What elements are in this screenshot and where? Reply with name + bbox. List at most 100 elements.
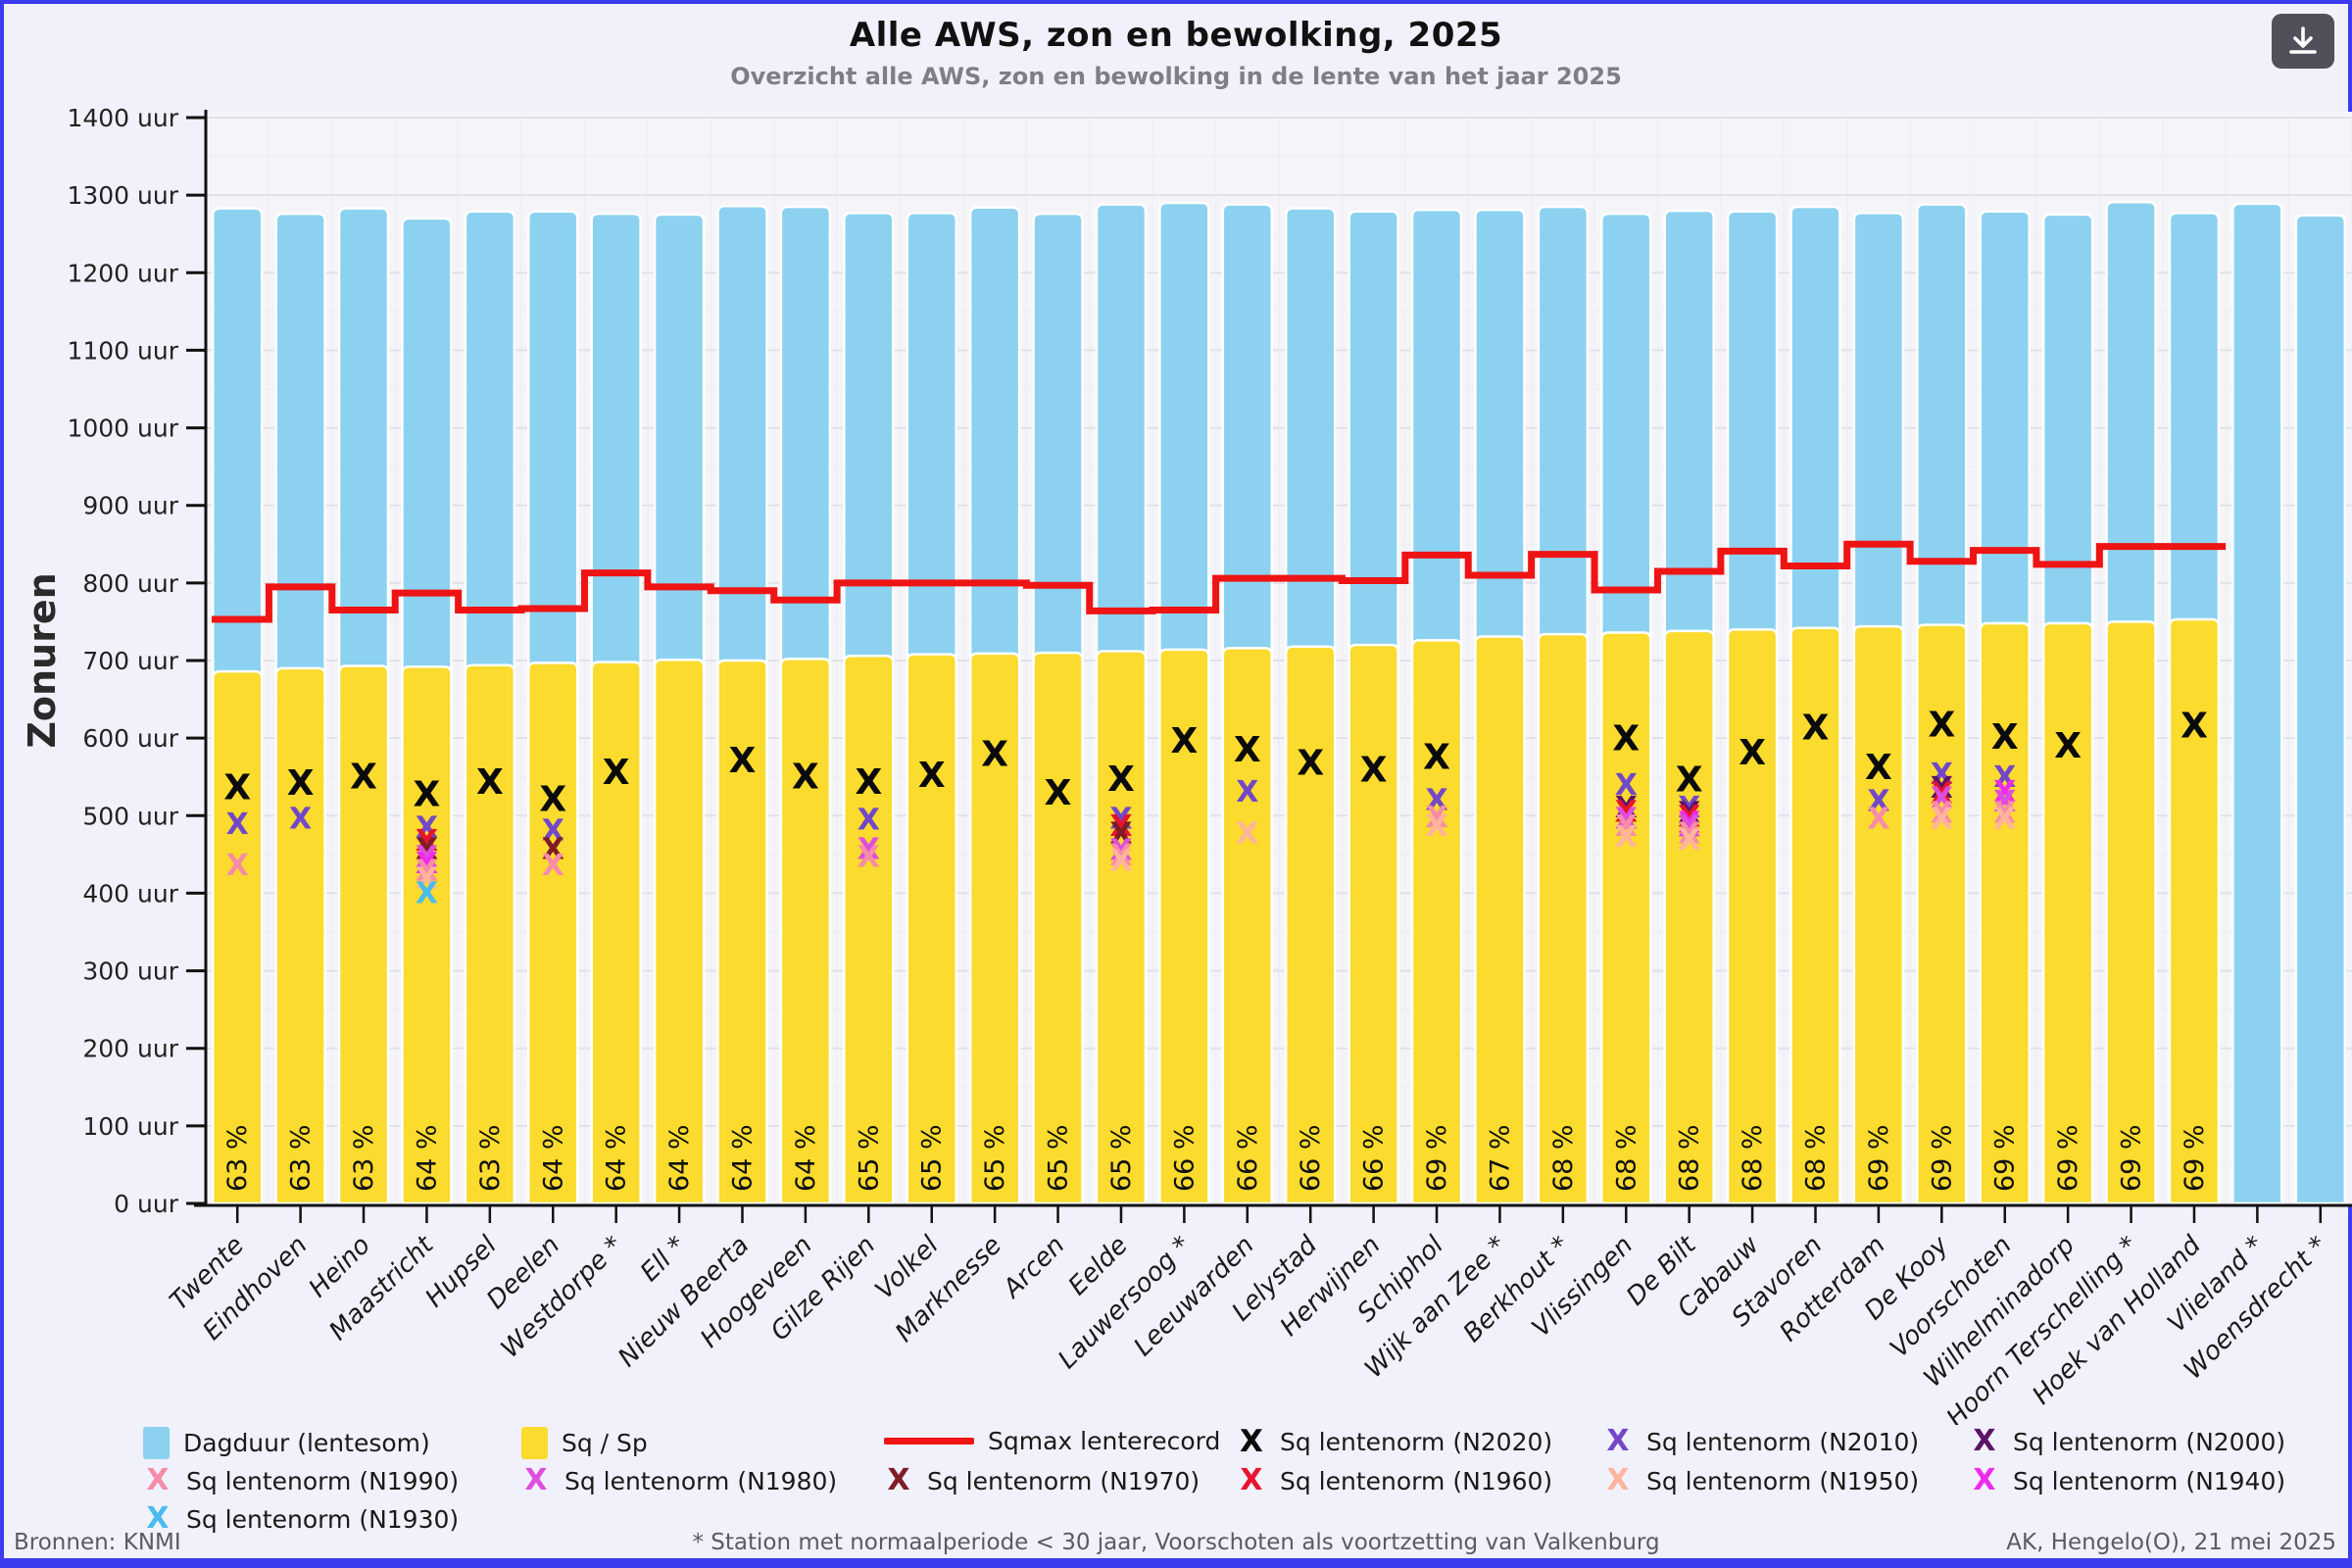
bar-sq[interactable] (653, 658, 706, 1205)
bar-pct-label: 69 % (2053, 1124, 2083, 1192)
marker-n1950: X (1615, 820, 1638, 855)
bar-sq[interactable] (906, 653, 957, 1205)
bar-sq[interactable] (590, 661, 642, 1205)
legend-item-record[interactable]: Sqmax lenterecord (884, 1427, 1220, 1455)
marker-n1960: X (1615, 796, 1638, 830)
marker-n1940: X (1678, 807, 1700, 841)
legend-item-n2000[interactable]: X Sq lentenorm (N2000) (1970, 1427, 2285, 1456)
legend-swatch-n1960: X (1240, 1463, 1263, 1497)
marker-n1970: X (1109, 817, 1132, 852)
bar-sq[interactable] (274, 666, 326, 1205)
legend-item-n1940[interactable]: X Sq lentenorm (N1940) (1970, 1466, 2285, 1495)
station-group-schiphol: 69 % (1410, 208, 1463, 1205)
bar-sq[interactable] (1663, 629, 1715, 1205)
marker-n1970: X (416, 833, 438, 867)
legend-swatch-dagduur (143, 1427, 170, 1459)
footer-source: Bronnen: KNMI (14, 1530, 181, 1555)
station-group-twente: 63 % (211, 207, 264, 1205)
legend-item-n1950[interactable]: X Sq lentenorm (N1950) (1603, 1466, 1919, 1495)
bar-sq[interactable] (1600, 631, 1652, 1205)
bar-sq[interactable] (1916, 623, 1968, 1205)
bar-sq[interactable] (1726, 628, 1779, 1205)
bar-sq[interactable] (464, 663, 516, 1205)
bar-sq[interactable] (1537, 632, 1590, 1205)
bar-sq[interactable] (1348, 643, 1399, 1205)
bar-sq[interactable] (968, 652, 1021, 1205)
marker-n2020: X (539, 779, 566, 819)
legend-item-sq[interactable]: Sq / Sp (521, 1427, 648, 1459)
marker-n1990: X (226, 849, 249, 883)
marker-n1990: X (416, 855, 438, 889)
bar-pct-label: 66 % (1296, 1124, 1326, 1192)
y-tick-label: 800 uur (82, 569, 178, 598)
bar-sq[interactable] (779, 658, 832, 1205)
legend-item-dagduur[interactable]: Dagduur (lentesom) (143, 1427, 430, 1459)
marker-n2010: X (416, 810, 438, 845)
bar-dagduur[interactable] (2294, 214, 2347, 1205)
legend-label-n1980: Sq lentenorm (N1980) (564, 1466, 838, 1495)
y-tick-label: 1300 uur (67, 181, 178, 210)
bar-pct-label: 63 % (286, 1124, 317, 1192)
bar-sq[interactable] (1221, 647, 1274, 1205)
bar-sq[interactable] (1474, 635, 1526, 1205)
marker-n1950: X (416, 862, 438, 897)
bar-sq[interactable] (2105, 620, 2157, 1205)
bar-sq[interactable] (1284, 645, 1337, 1205)
bar-pct-label: 68 % (1801, 1124, 1832, 1192)
x-tick-label[interactable]: Ell * (635, 1231, 692, 1288)
station-group-marknesse: 65 % (968, 206, 1021, 1205)
marker-n1960: X (1678, 800, 1700, 834)
legend-item-n1980[interactable]: X Sq lentenorm (N1980) (521, 1466, 837, 1495)
legend-label-n1970: Sq lentenorm (N1970) (927, 1466, 1200, 1495)
marker-n2020: X (1234, 730, 1261, 770)
download-button[interactable] (2272, 14, 2334, 69)
marker-n1990: X (542, 849, 564, 883)
station-group-leeuwarden: 66 % (1221, 203, 1274, 1205)
download-icon (2285, 24, 2321, 59)
bar-sq[interactable] (211, 669, 264, 1205)
marker-n1990: X (858, 840, 880, 874)
bar-sq[interactable] (843, 655, 895, 1205)
marker-n2020: X (1360, 750, 1388, 790)
legend-item-n2010[interactable]: X Sq lentenorm (N2010) (1603, 1427, 1919, 1456)
bar-pct-label: 69 % (1864, 1124, 1894, 1192)
bar-pct-label: 69 % (2117, 1124, 2147, 1192)
bar-pct-label: 63 % (475, 1124, 506, 1192)
bar-sq[interactable] (2041, 621, 2094, 1205)
station-group-herwijnen: 66 % (1348, 210, 1399, 1205)
bar-sq[interactable] (1095, 650, 1148, 1205)
y-tick-label: 900 uur (82, 492, 178, 520)
legend-item-n1970[interactable]: X Sq lentenorm (N1970) (884, 1466, 1200, 1495)
marker-n1990: X (1867, 803, 1889, 837)
bar-sq[interactable] (1852, 624, 1905, 1205)
legend-item-n1990[interactable]: X Sq lentenorm (N1990) (143, 1466, 459, 1495)
bar-sq[interactable] (716, 659, 768, 1205)
bar-sq[interactable] (401, 665, 453, 1205)
marker-n2020: X (729, 741, 757, 781)
bar-pct-label: 63 % (349, 1124, 379, 1192)
legend-label-dagduur: Dagduur (lentesom) (183, 1429, 430, 1457)
bar-sq[interactable] (2168, 617, 2221, 1205)
bar-pct-label: 64 % (538, 1124, 568, 1192)
bar-pct-label: 69 % (2180, 1124, 2210, 1192)
bar-sq[interactable] (527, 662, 579, 1205)
station-group-wijk-aan-zee-: 67 % (1474, 208, 1526, 1205)
legend-item-n1960[interactable]: X Sq lentenorm (N1960) (1237, 1466, 1552, 1495)
bar-pct-label: 65 % (980, 1124, 1010, 1192)
bar-dagduur[interactable] (2231, 202, 2283, 1205)
bar-sq[interactable] (1032, 651, 1084, 1205)
bar-sq[interactable] (1410, 639, 1463, 1205)
bar-sq[interactable] (1158, 648, 1210, 1205)
legend-item-n2020[interactable]: X Sq lentenorm (N2020) (1237, 1427, 1552, 1457)
x-tick-label[interactable]: Arcen (997, 1231, 1071, 1305)
marker-n1960: X (1109, 809, 1132, 844)
station-group-hoogeveen: 64 % (779, 205, 832, 1205)
bar-sq[interactable] (1789, 626, 1841, 1205)
legend-item-n1930[interactable]: X Sq lentenorm (N1930) (143, 1504, 459, 1534)
legend-swatch-n1990: X (146, 1463, 170, 1497)
bar-pct-label: 63 % (222, 1124, 253, 1192)
bar-sq[interactable] (1979, 621, 2031, 1205)
marker-n2010: X (1867, 784, 1889, 818)
bar-sq[interactable] (337, 664, 390, 1205)
